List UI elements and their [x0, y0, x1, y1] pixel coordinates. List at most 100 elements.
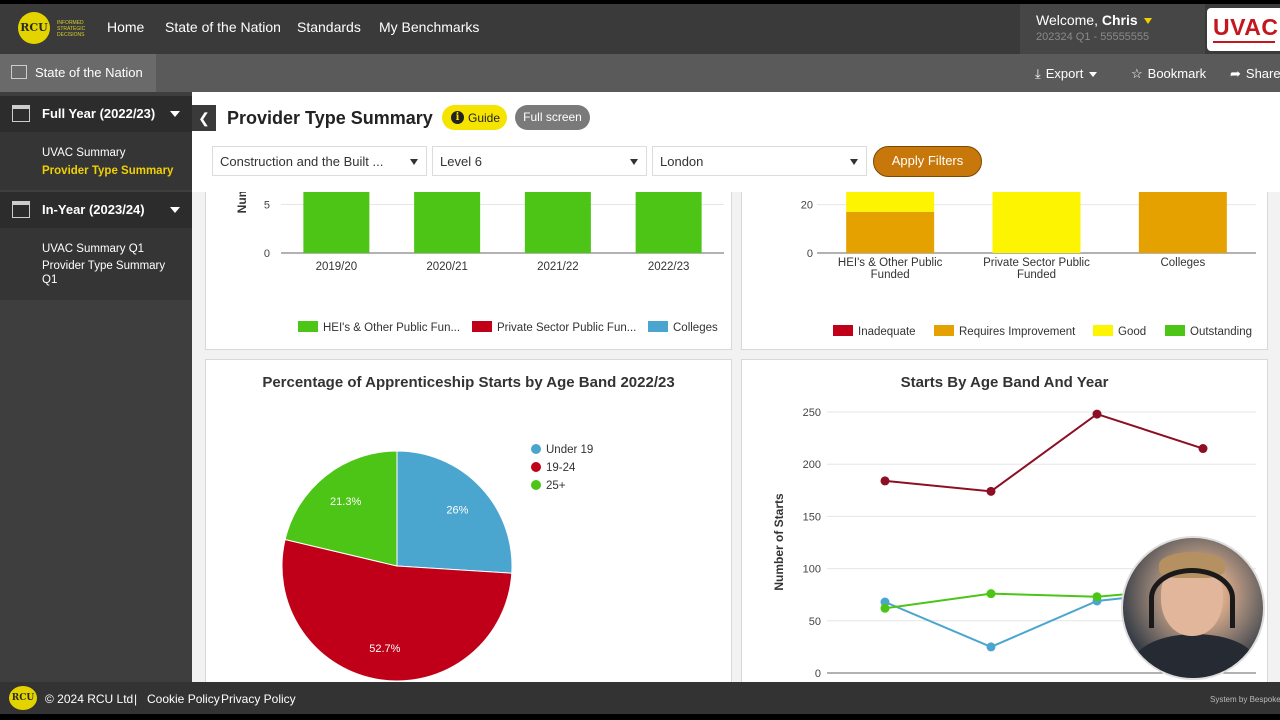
legend-swatch [648, 321, 668, 332]
account-menu[interactable]: Welcome, Chris 202324 Q1 - 55555555 [1020, 4, 1205, 54]
legend-item[interactable]: Good [1093, 325, 1146, 338]
region-select[interactable]: London [652, 146, 867, 176]
page-header: ❮ Provider Type Summary i Guide Full scre… [192, 92, 1280, 192]
stacked-bar-segment [846, 211, 935, 253]
chevron-down-icon [410, 159, 418, 165]
legend-swatch [1165, 325, 1185, 336]
chevron-left-icon: ❮ [198, 110, 210, 126]
apply-filters-button[interactable]: Apply Filters [873, 146, 982, 177]
legend-label: Outstanding [1190, 326, 1253, 338]
system-by-text: System by Bespoke [1210, 695, 1280, 704]
legend-swatch [472, 321, 492, 332]
nav-standards[interactable]: Standards [297, 19, 361, 35]
share-button[interactable]: ➦ Share [1230, 66, 1280, 82]
privacy-policy-link[interactable]: Privacy Policy [221, 692, 296, 706]
pie-chart-title: Percentage of Apprenticeship Starts by A… [262, 374, 675, 391]
footer-separator: | [134, 692, 138, 706]
data-point [986, 486, 996, 496]
legend-dot [531, 462, 541, 472]
y-tick-label: 0 [264, 248, 270, 260]
fullscreen-button[interactable]: Full screen [515, 105, 590, 130]
x-tick-label: 2021/22 [537, 261, 579, 273]
legend-item[interactable]: HEI's & Other Public Fun... [298, 321, 460, 334]
legend-item[interactable]: Under 19 [531, 444, 593, 456]
sidebar-item-uvac-summary-q1[interactable]: UVAC Summary Q1 [42, 243, 145, 255]
uvac-logo-underline [1213, 41, 1275, 43]
legend-item[interactable]: 25+ [531, 480, 566, 492]
legend-label: 25+ [546, 480, 566, 492]
sidebar-item-provider-type-summary-q1[interactable]: Provider Type Summary Q1 [42, 260, 166, 286]
guide-button[interactable]: i Guide [442, 105, 507, 130]
account-code: 202324 Q1 - 55555555 [1036, 31, 1150, 43]
guide-label: Guide [468, 111, 501, 125]
data-point [1092, 592, 1102, 602]
chevron-down-icon [170, 111, 180, 117]
pie-data-label: 26% [446, 504, 468, 516]
sidebar-group-in-year[interactable]: In-Year (2023/24) [0, 192, 192, 228]
sidebar: Full Year (2022/23) UVAC Summary Provide… [0, 92, 192, 682]
sector-select[interactable]: Construction and the Built ... [212, 146, 427, 176]
data-point [880, 597, 890, 607]
legend-label: HEI's & Other Public Fun... [323, 322, 461, 334]
legend-label: Private Sector Public Fun... [497, 322, 637, 334]
sidebar-list-in-year: UVAC Summary Q1 Provider Type Summary Q1 [0, 228, 192, 300]
chevron-down-icon [170, 207, 180, 213]
legend-swatch [934, 325, 954, 336]
pie-slice [396, 450, 513, 574]
x-tick-label: 2019/20 [316, 261, 358, 273]
data-point [880, 476, 890, 486]
calendar-icon [12, 105, 30, 122]
pie-slice [281, 538, 513, 682]
chart-icon [11, 65, 27, 79]
y-tick-label: 5 [264, 200, 270, 212]
x-tick-label: Funded [871, 269, 910, 281]
sidebar-group-label: Full Year (2022/23) [42, 106, 156, 121]
legend-item[interactable]: Requires Improvement [934, 325, 1075, 338]
x-tick-label: HEI's & Other Public [838, 257, 943, 269]
pie-data-label: 52.7% [369, 643, 400, 655]
export-button[interactable]: ⤓ Export [1035, 66, 1098, 82]
legend-item[interactable]: 19-24 [531, 462, 575, 474]
nav-my-benchmarks[interactable]: My Benchmarks [379, 19, 480, 35]
rcu-logo-mark: RCU [18, 12, 50, 44]
chevron-down-icon [1089, 72, 1098, 78]
legend-item[interactable]: Private Sector Public Fun... [472, 321, 636, 334]
copyright-text: © 2024 RCU Ltd [45, 692, 134, 706]
sidebar-item-provider-type-summary[interactable]: Provider Type Summary [42, 165, 174, 177]
info-icon: i [451, 111, 464, 124]
y-tick-label: 250 [803, 407, 821, 419]
collapse-sidebar-button[interactable]: ❮ [192, 105, 216, 131]
bookmark-button[interactable]: ☆ Bookmark [1131, 66, 1206, 82]
legend-item[interactable]: Inadequate [833, 325, 916, 338]
footer: RCU © 2024 RCU Ltd | Cookie Policy Priva… [0, 682, 1280, 714]
sidebar-item-uvac-summary[interactable]: UVAC Summary [42, 147, 126, 159]
legend-item[interactable]: Outstanding [1165, 325, 1252, 338]
sidebar-list-full-year: UVAC Summary Provider Type Summary [0, 132, 192, 190]
x-tick-label: Private Sector Public [983, 257, 1090, 269]
user-name: Chris [1101, 12, 1138, 28]
y-tick-label: 50 [809, 616, 821, 628]
x-tick-label: 2021/22 [1077, 681, 1117, 682]
legend-label: Good [1118, 326, 1147, 338]
app-window: RCU INFORMED STRATEGIC DECISIONS Home St… [0, 4, 1280, 714]
rcu-logo[interactable]: RCU INFORMED STRATEGIC DECISIONS [18, 12, 85, 46]
data-point [880, 603, 890, 613]
sidebar-group-full-year[interactable]: Full Year (2022/23) [0, 96, 192, 132]
legend-item[interactable]: Colleges [648, 321, 718, 334]
nav-home[interactable]: Home [107, 19, 145, 35]
presenter-body [1133, 634, 1257, 678]
legend-dot [531, 444, 541, 454]
region-select-value: London [660, 154, 704, 169]
x-tick-label: 2022/23 [648, 261, 690, 273]
x-tick-label: 2020/21 [426, 261, 468, 273]
x-tick-label: Colleges [1160, 257, 1205, 269]
sector-select-value: Construction and the Built ... [220, 154, 384, 169]
level-select[interactable]: Level 6 [432, 146, 647, 176]
nav-state-of-the-nation[interactable]: State of the Nation [165, 19, 281, 35]
cookie-policy-link[interactable]: Cookie Policy [147, 692, 220, 706]
y-axis-label: Number of Starts [772, 493, 786, 591]
section-label: State of the Nation [35, 65, 143, 80]
line-chart-title: Starts By Age Band And Year [900, 374, 1109, 391]
x-tick-label: 2019/20 [865, 681, 905, 682]
